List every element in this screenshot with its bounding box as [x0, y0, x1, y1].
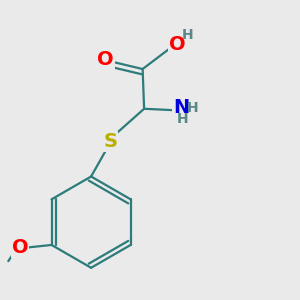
Text: S: S	[103, 132, 117, 151]
Text: H: H	[182, 28, 193, 43]
Text: O: O	[12, 238, 28, 257]
Text: H: H	[187, 101, 199, 115]
Text: O: O	[169, 35, 185, 54]
Text: H: H	[177, 112, 189, 126]
Text: O: O	[97, 50, 114, 69]
Text: N: N	[173, 98, 190, 117]
